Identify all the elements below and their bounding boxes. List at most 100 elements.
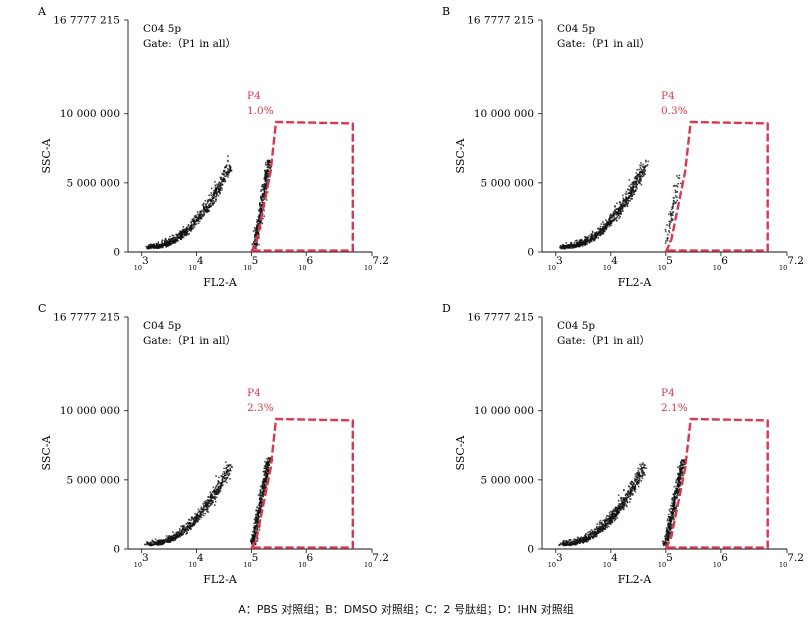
data-point (588, 234, 590, 237)
data-point (262, 489, 265, 492)
data-point (572, 246, 575, 248)
x-tick-base: 10 (243, 561, 251, 569)
data-point (227, 160, 230, 163)
data-point (214, 495, 216, 498)
data-point (163, 540, 166, 542)
data-point (672, 211, 675, 213)
data-point (634, 176, 637, 178)
data-point (265, 173, 267, 175)
data-point (670, 512, 673, 515)
data-point (636, 475, 638, 477)
data-point (218, 188, 220, 190)
data-point (629, 186, 632, 188)
data-point (220, 475, 222, 478)
data-point (225, 166, 227, 168)
data-point (602, 225, 605, 228)
data-point (208, 499, 211, 502)
data-point (215, 187, 218, 189)
data-point (211, 503, 213, 505)
data-point (683, 463, 685, 465)
data-point (198, 216, 200, 219)
data-point (596, 529, 599, 531)
data-point (264, 484, 267, 486)
data-point (265, 468, 267, 470)
data-point (671, 498, 673, 501)
data-point (678, 177, 681, 180)
data-point (214, 184, 217, 186)
data-point (631, 181, 634, 184)
data-point (186, 226, 188, 229)
data-point (215, 196, 217, 198)
data-point (560, 244, 562, 247)
data-point (217, 190, 219, 193)
data-point (674, 491, 676, 494)
data-point (619, 507, 622, 509)
data-point (606, 519, 609, 522)
data-point (569, 539, 572, 541)
data-point (571, 246, 574, 249)
data-point (176, 536, 179, 538)
data-point (263, 470, 265, 473)
data-point (631, 489, 633, 491)
data-point (269, 459, 271, 461)
data-point (212, 194, 215, 196)
data-point (265, 480, 267, 483)
data-point (254, 531, 256, 534)
data-point (601, 523, 604, 526)
data-point (586, 243, 588, 245)
data-point (159, 245, 161, 248)
data-point (612, 214, 614, 216)
data-point (591, 531, 593, 534)
data-point (673, 196, 676, 199)
data-point (681, 463, 684, 465)
data-point (665, 541, 668, 544)
data-point (212, 204, 214, 206)
data-point (255, 517, 258, 520)
data-point (259, 506, 261, 509)
data-point (173, 533, 176, 536)
data-point (212, 486, 215, 489)
data-point (577, 241, 580, 243)
y-axis-label: SSC-A (40, 137, 53, 173)
data-point (666, 529, 668, 531)
data-point (608, 221, 610, 223)
data-point (671, 523, 673, 526)
data-point (621, 506, 624, 509)
data-point (228, 473, 231, 475)
x-tick-base: 10 (298, 264, 306, 272)
data-point (164, 539, 167, 541)
data-point (257, 517, 260, 519)
data-point (185, 228, 187, 230)
data-point (675, 195, 677, 197)
data-point (665, 240, 667, 242)
data-point (159, 243, 162, 246)
data-point (664, 228, 667, 231)
x-tick-exponent: 3 (142, 552, 149, 564)
data-point (640, 480, 643, 482)
data-point (194, 522, 196, 525)
data-point (267, 165, 270, 167)
data-point (669, 532, 672, 535)
data-point (619, 503, 621, 506)
data-point (584, 537, 586, 539)
data-point (638, 481, 640, 483)
data-point (639, 468, 641, 470)
data-point (628, 197, 630, 199)
data-point (206, 509, 209, 511)
data-point (583, 242, 585, 244)
data-point (588, 242, 591, 244)
data-point (679, 471, 681, 473)
data-point (631, 186, 633, 189)
data-point (256, 527, 259, 530)
data-point (679, 476, 681, 479)
data-point (562, 540, 564, 542)
data-point (187, 230, 189, 233)
data-point (163, 240, 166, 242)
data-point (259, 485, 262, 488)
data-point (256, 511, 259, 513)
data-point (665, 230, 667, 233)
data-point (220, 176, 222, 179)
data-point (227, 174, 230, 176)
data-point (217, 482, 220, 485)
x-tick-label: 107.2 (364, 552, 389, 569)
